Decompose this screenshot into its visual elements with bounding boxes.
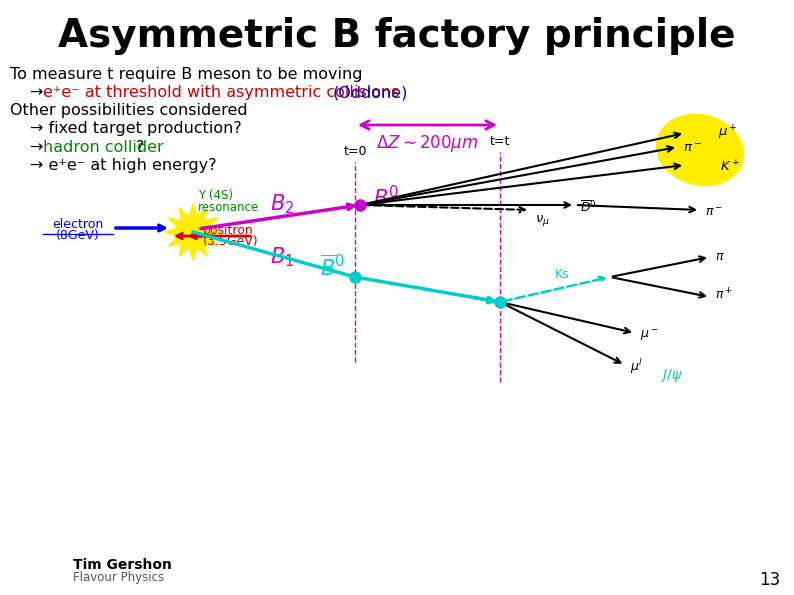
Text: $\pi^-$: $\pi^-$ xyxy=(683,142,702,155)
Text: $\mu^-$: $\mu^-$ xyxy=(640,327,659,343)
Text: t=t: t=t xyxy=(490,135,511,148)
Text: 13: 13 xyxy=(759,571,780,589)
Text: Ks: Ks xyxy=(555,268,569,281)
Text: (Oddone): (Oddone) xyxy=(333,85,408,100)
Text: $\pi$: $\pi$ xyxy=(715,250,725,264)
Text: hadron collider: hadron collider xyxy=(43,140,164,155)
Text: →: → xyxy=(30,140,48,155)
Text: $K^+$: $K^+$ xyxy=(720,159,740,175)
Text: resonance: resonance xyxy=(198,201,259,214)
Text: → e⁺e⁻ at high energy?: → e⁺e⁻ at high energy? xyxy=(30,158,217,173)
Text: $B^0$: $B^0$ xyxy=(373,185,399,210)
Text: $B_1$: $B_1$ xyxy=(270,245,295,269)
Text: ?: ? xyxy=(136,140,145,155)
Ellipse shape xyxy=(657,114,743,186)
Text: Tim Gershon: Tim Gershon xyxy=(73,558,172,572)
Text: $B_2$: $B_2$ xyxy=(270,192,295,216)
Text: $\Delta Z \sim 200\mu m$: $\Delta Z \sim 200\mu m$ xyxy=(376,133,479,154)
Text: $\nu_\mu$: $\nu_\mu$ xyxy=(535,213,550,228)
Text: Asymmetric B factory principle: Asymmetric B factory principle xyxy=(58,17,736,55)
Text: Other possibilities considered: Other possibilities considered xyxy=(10,103,248,118)
Text: electron: electron xyxy=(52,218,104,231)
Text: e⁺e⁻ at threshold with asymmetric collisions: e⁺e⁻ at threshold with asymmetric collis… xyxy=(43,85,404,100)
Text: Υ (4S): Υ (4S) xyxy=(198,189,233,202)
Text: $J/\psi$: $J/\psi$ xyxy=(660,367,682,384)
Polygon shape xyxy=(165,204,221,260)
Text: → fixed target production?: → fixed target production? xyxy=(30,121,241,136)
Text: $\mu^+$: $\mu^+$ xyxy=(718,124,738,142)
Text: positron: positron xyxy=(203,224,254,237)
Text: →: → xyxy=(30,85,48,100)
Text: $\mu^l$: $\mu^l$ xyxy=(630,358,643,377)
Text: (8GeV): (8GeV) xyxy=(56,229,100,242)
Text: $\overline{B}^0$: $\overline{B}^0$ xyxy=(320,255,345,280)
Text: $\pi^+$: $\pi^+$ xyxy=(715,287,733,303)
Text: $\overline{D}^0$: $\overline{D}^0$ xyxy=(580,201,597,216)
Text: (3.5GeV): (3.5GeV) xyxy=(203,235,259,248)
Text: To measure t require B meson to be moving: To measure t require B meson to be movin… xyxy=(10,67,363,82)
Text: Flavour Physics: Flavour Physics xyxy=(73,572,164,584)
Text: t=0: t=0 xyxy=(343,145,367,158)
Text: $\pi^-$: $\pi^-$ xyxy=(705,206,723,220)
